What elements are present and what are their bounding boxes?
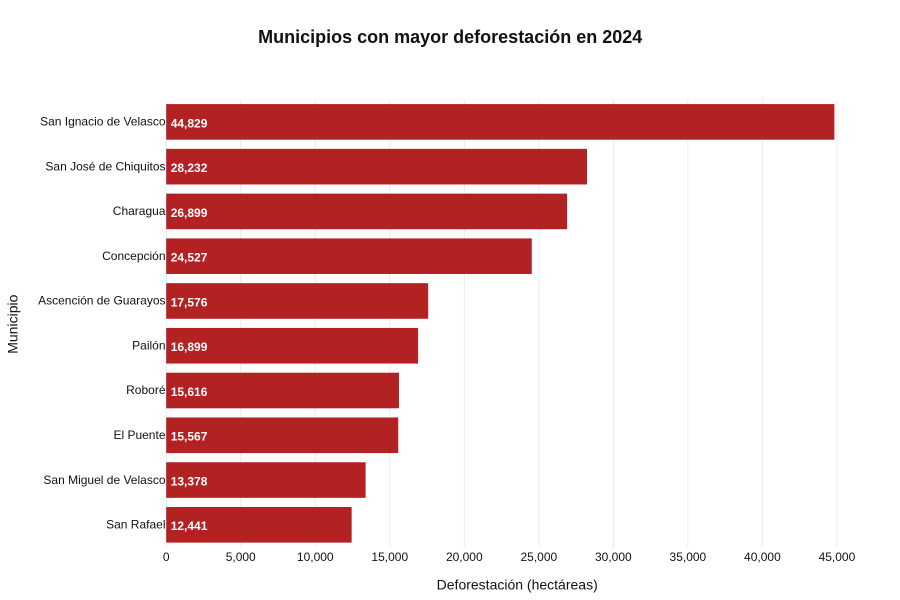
svg-text:0: 0: [163, 550, 170, 564]
svg-text:44,829: 44,829: [171, 116, 208, 130]
svg-text:35,000: 35,000: [670, 550, 707, 564]
svg-text:25,000: 25,000: [520, 550, 557, 564]
svg-text:13,378: 13,378: [171, 474, 208, 488]
svg-text:Ascención de Guarayos: Ascención de Guarayos: [38, 294, 165, 308]
svg-text:30,000: 30,000: [595, 550, 632, 564]
svg-text:20,000: 20,000: [446, 550, 483, 564]
svg-text:26,899: 26,899: [171, 206, 208, 220]
svg-text:15,000: 15,000: [371, 550, 408, 564]
svg-text:Municipios con mayor deforesta: Municipios con mayor deforestación en 20…: [258, 27, 642, 47]
svg-text:Concepción: Concepción: [102, 249, 165, 263]
svg-text:15,616: 15,616: [171, 385, 208, 399]
svg-text:Deforestación (hectáreas): Deforestación (hectáreas): [437, 576, 598, 592]
svg-text:5,000: 5,000: [226, 550, 256, 564]
svg-text:San Ignacio de Velasco: San Ignacio de Velasco: [40, 115, 166, 129]
svg-text:17,576: 17,576: [171, 295, 208, 309]
svg-text:15,567: 15,567: [171, 430, 208, 444]
svg-text:Charagua: Charagua: [113, 204, 166, 218]
svg-text:Roboré: Roboré: [126, 383, 166, 397]
svg-text:24,527: 24,527: [171, 251, 208, 265]
svg-text:45,000: 45,000: [819, 550, 856, 564]
svg-text:San Rafael: San Rafael: [106, 518, 165, 532]
svg-text:San José de Chiquitos: San José de Chiquitos: [45, 159, 165, 173]
svg-text:12,441: 12,441: [171, 519, 208, 533]
svg-text:Municipio: Municipio: [5, 294, 21, 353]
svg-text:San Miguel de Velasco: San Miguel de Velasco: [43, 473, 165, 487]
svg-text:16,899: 16,899: [171, 340, 208, 354]
svg-text:El Puente: El Puente: [113, 428, 165, 442]
svg-text:40,000: 40,000: [744, 550, 781, 564]
svg-text:28,232: 28,232: [171, 161, 208, 175]
svg-text:Pailón: Pailón: [132, 338, 165, 352]
svg-text:10,000: 10,000: [297, 550, 334, 564]
